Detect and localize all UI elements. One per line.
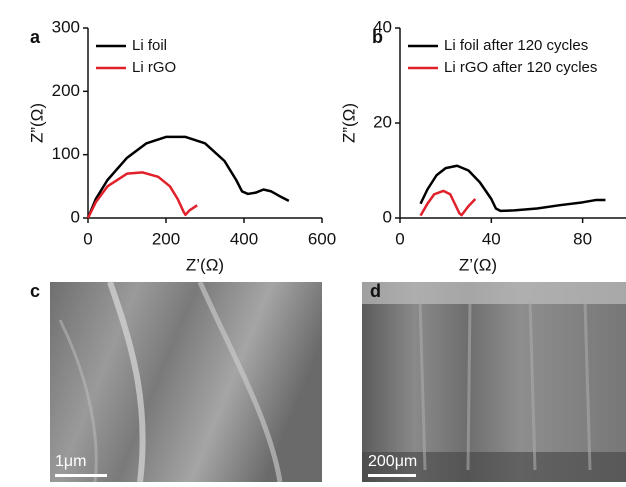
x-tick-label: 0 [395,229,404,248]
series-line [88,172,197,218]
scale-bar-label: 200μm [368,453,417,470]
legend-label: Li rGO after 120 cycles [444,59,597,76]
legend-label: Li foil [132,37,167,54]
y-tick-label: 20 [373,112,392,131]
series-line [421,191,476,216]
y-tick-label: 0 [383,207,392,226]
series-line [88,137,289,218]
y-axis-label: Z”(Ω) [27,103,46,143]
legend-label: Li rGO [132,59,176,76]
figure: 01002003000200400600Z’(Ω)Z”(Ω)aLi foilLi… [0,0,626,482]
panel-label: d [370,281,381,301]
sem-image-c [50,282,322,482]
x-tick-label: 0 [83,229,92,248]
scale-bar-label: 1μm [55,453,86,470]
panel-label: c [30,281,40,301]
y-axis-label: Z”(Ω) [339,103,358,143]
x-axis-label: Z’(Ω) [459,255,497,274]
scale-bar [368,474,416,477]
panel-label: a [30,27,41,47]
y-tick-label: 100 [52,144,80,163]
y-tick-label: 200 [52,81,80,100]
x-tick-label: 80 [573,229,592,248]
y-tick-label: 0 [71,207,80,226]
panel-label: b [372,27,383,47]
sem-image-d [362,282,626,482]
x-axis-label: Z’(Ω) [186,255,224,274]
x-tick-label: 40 [482,229,501,248]
legend-label: Li foil after 120 cycles [444,37,588,54]
scale-bar [55,474,107,477]
x-tick-label: 200 [152,229,180,248]
y-tick-label: 300 [52,17,80,36]
x-tick-label: 400 [230,229,258,248]
series-line [421,166,606,211]
x-tick-label: 600 [308,229,336,248]
